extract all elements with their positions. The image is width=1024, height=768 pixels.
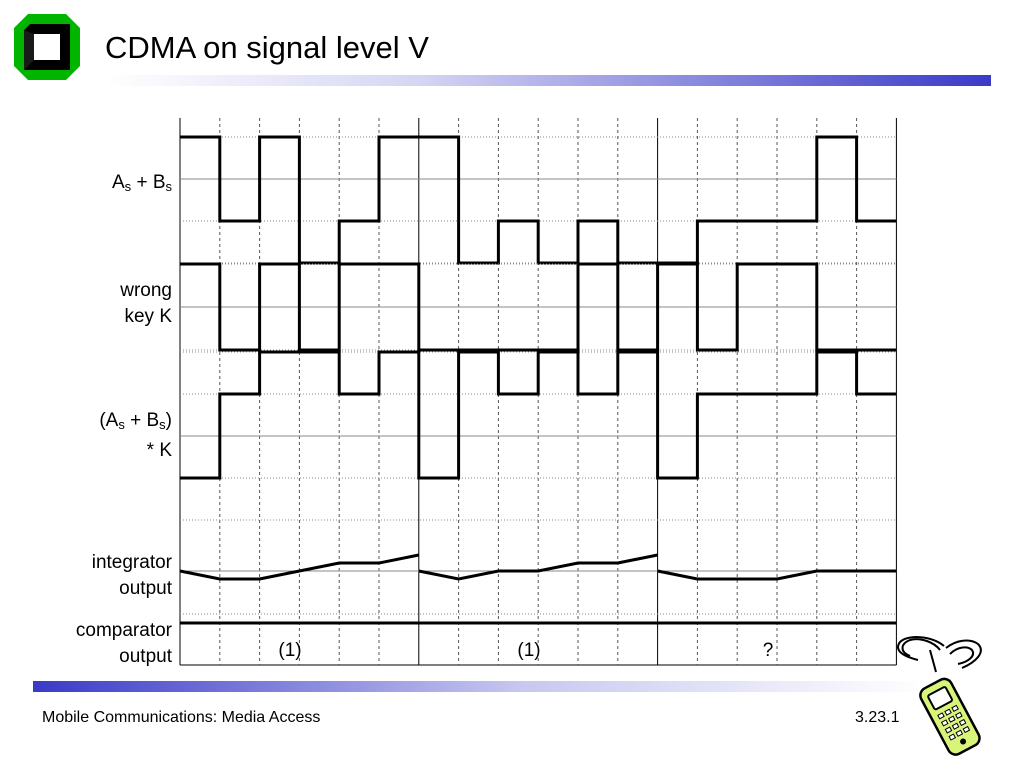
row-label-integrator: integrator output — [91, 552, 172, 599]
integrator-curve-1 — [418, 553, 658, 581]
comparator-output-1: (1) — [278, 640, 302, 661]
integrator-curve-2 — [657, 569, 897, 581]
waveform-0 — [180, 135, 897, 265]
comparator-output-2: (1) — [517, 640, 541, 661]
row-label-comparator: comparator output — [75, 620, 172, 667]
university-logo — [14, 14, 80, 80]
row-label-as-plus-bs: As + Bs — [111, 172, 172, 194]
integrator-curve-0 — [179, 553, 420, 581]
footer-bar — [33, 681, 928, 692]
waveform-2 — [180, 350, 897, 480]
mobile-phone-icon — [897, 636, 982, 756]
row-label-product: (As + Bs) * K — [99, 410, 172, 461]
comparator-output-3: ? — [762, 640, 774, 661]
title-underline-bar — [105, 75, 991, 86]
slide-title: CDMA on signal level V — [105, 30, 429, 65]
waveform-1 — [180, 262, 897, 352]
footer-page-number: 3.23.1 — [855, 709, 900, 726]
row-label-wrong-key: wrong key K — [120, 280, 172, 327]
footer-course-title: Mobile Communications: Media Access — [42, 709, 321, 726]
